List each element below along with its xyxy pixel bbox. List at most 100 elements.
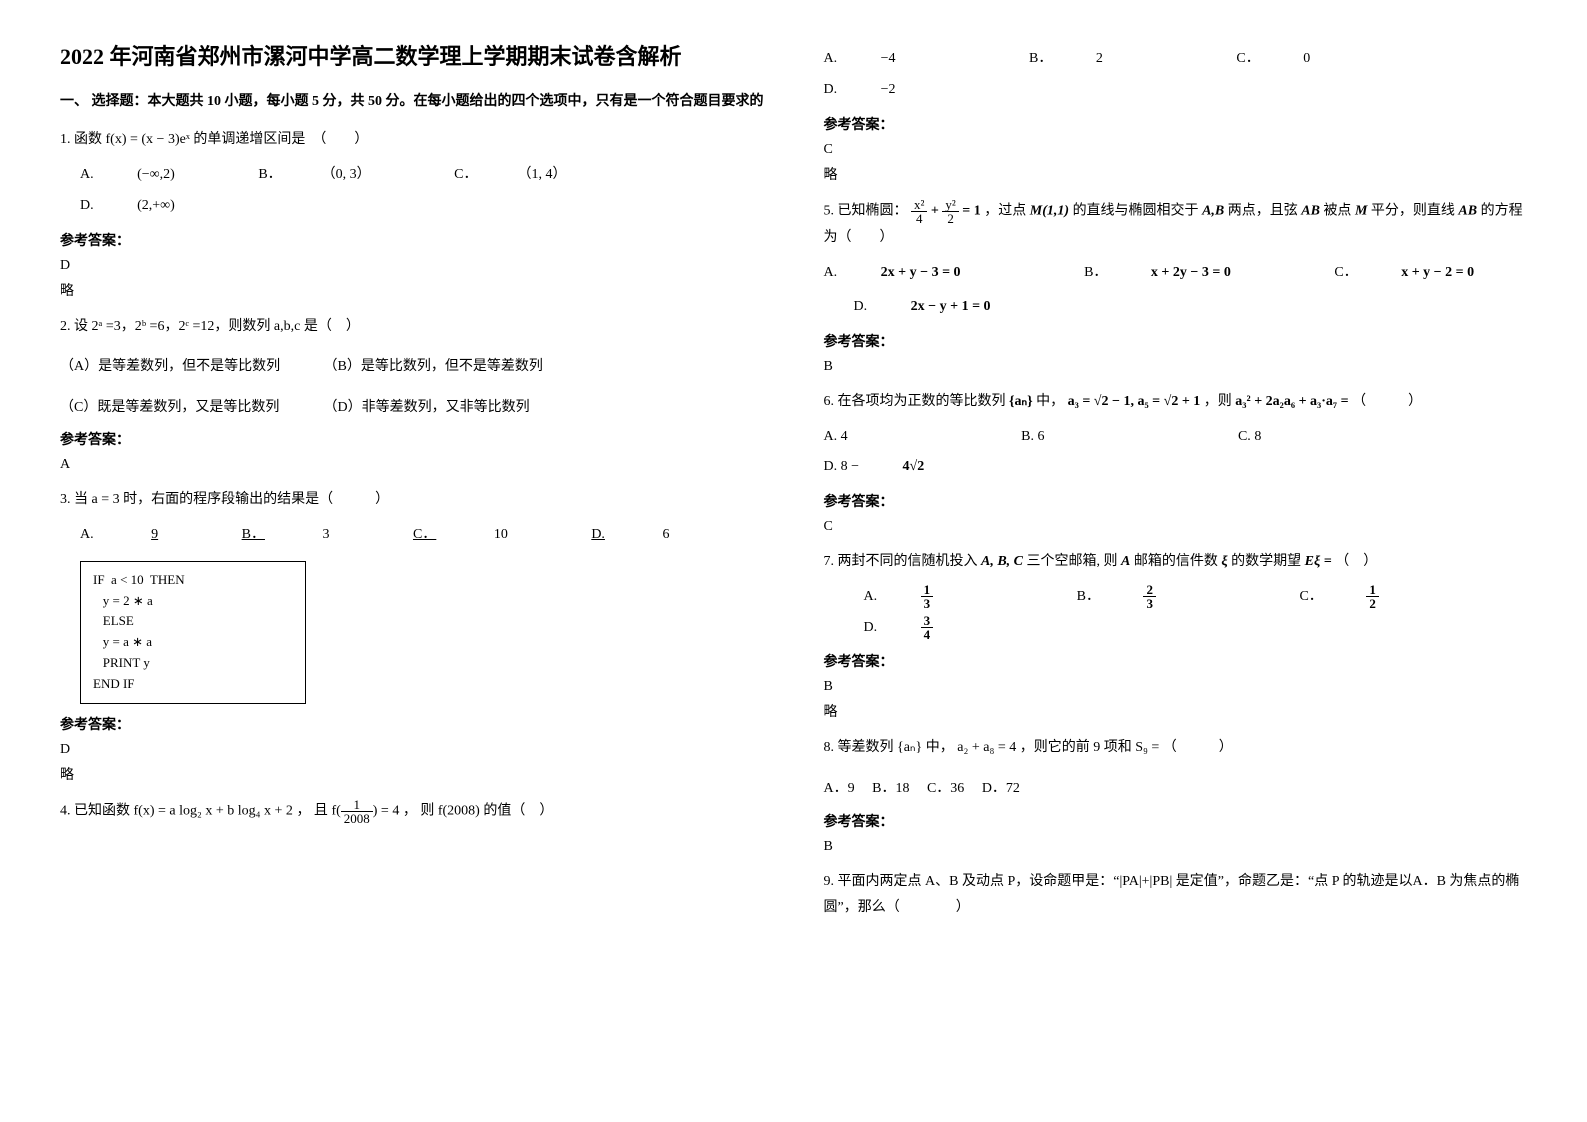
q5-AB-pts: A,B [1202,203,1224,218]
q5-fx: x²4 [911,198,927,225]
q1-optA: (−∞,2) [137,160,175,191]
q8-seq: {aₙ} [897,740,922,755]
q7-post: （ ） [1335,554,1377,569]
q2-optD: （D）非等差数列，又非等比数列 [324,400,530,415]
q5-xn: x² [911,198,927,212]
q4-pre: 4. 已知函数 [60,803,134,818]
q3-options: A. 9 B． 3 C． 10 D. 6 [80,520,764,551]
q6-ans-label: 参考答案： [824,491,1528,511]
q7-note: 略 [824,701,1528,721]
q2-optB: （B）是等比数列，但不是等差数列 [324,359,543,374]
q3-math: a = 3 [92,492,120,507]
q3-codebox: IF a < 10 THEN y = 2 ∗ a ELSE y = a ∗ a … [80,561,306,704]
opt-label-d: D. [854,292,868,323]
q7-fD: 34 [921,614,934,641]
question-9: 9. 平面内两定点 A、B 及动点 P，设命题甲是：“|PA|+|PB| 是定值… [824,869,1528,922]
q8-pre: 8. 等差数列 [824,740,898,755]
opt-label-a: A. [864,582,878,613]
q3-ans: D [60,742,764,758]
q3-note: 略 [60,764,764,784]
question-3: 3. 当 a = 3 时，右面的程序段输出的结果是（ ） [60,487,764,514]
question-5: 5. 已知椭圆： x²4 + y²2 = 1 ，过点 M(1,1) 的直线与椭圆… [824,198,1528,252]
q7-fC-d: 2 [1366,597,1379,610]
q6-mid1: 中， [1036,394,1068,409]
q8-post: （ ） [1163,740,1233,755]
q5-AB: AB [1301,203,1320,218]
q4-f: f(x) = a log₂ x + b log₄ x + 2 [134,803,293,818]
q6-ans: C [824,519,1528,535]
opt-label-b: B． [1029,44,1052,75]
q7-A: A [1121,554,1130,569]
q7-Exi: Eξ = [1305,554,1332,569]
q1-options: A. (−∞,2) B．（0, 3） C．（1, 4） D. (2,+∞) [80,160,764,222]
q5-xd: 4 [911,212,927,225]
q5-post: 平分，则直线 [1371,203,1459,218]
question-2: 2. 设 2ᵃ =3，2ᵇ =6，2ᶜ =12，则数列 a,b,c 是（ ） [60,314,764,341]
q1-stem-post: 的单调递增区间是 （ ） [193,132,368,147]
q5-mid4: 被点 [1323,203,1355,218]
q2-optA: （A）是等差数列，但不是等比数列 [60,354,320,381]
page-title: 2022 年河南省郑州市漯河中学高二数学理上学期期末试卷含解析 [60,40,764,73]
q4-ans: C [824,142,1528,158]
q4-cond-lhs: f( [331,803,340,818]
q6-a3: a₃ = √2 − 1, a₅ = √2 + 1 [1068,394,1201,409]
opt-label-a: A. [824,258,838,289]
opt-label-c: C． [1334,258,1357,289]
q3-ans-label: 参考答案： [60,714,764,734]
q4-frac-d: 2008 [341,812,373,825]
q8-S9: S₉ = [1135,740,1159,755]
q8-optC: C．36 [927,781,964,796]
q5-yd: 2 [942,212,958,225]
q7-fB-d: 3 [1143,597,1156,610]
q7-ans: B [824,679,1528,695]
q7-fB-n: 2 [1143,583,1156,597]
q1-math: f(x) = (x − 3)eˣ [106,132,190,147]
q5-mid2: 的直线与椭圆相交于 [1073,203,1203,218]
q1-ans: D [60,258,764,274]
q5-fy: y²2 [942,198,958,225]
q8-ans: B [824,839,1528,855]
q3-optD: 6 [662,520,669,551]
q6-pre: 6. 在各项均为正数的等比数列 [824,394,1010,409]
q3-optA: 9 [151,520,158,551]
q8-optD: D．72 [982,781,1020,796]
q6-optD-pre: 8 − [841,452,859,483]
q8-optA: A．9 [824,781,855,796]
opt-label-d: D. [591,520,605,551]
q7-options: A. 13 B． 23 C． 12 D. 34 [864,582,1528,644]
opt-label-a: A. [80,520,94,551]
q4-optC: 0 [1303,44,1310,75]
opt-label-d: D. [824,75,838,106]
q7-fB: 23 [1143,583,1156,610]
opt-label-b: B． [1084,258,1107,289]
q2-row1: （A）是等差数列，但不是等比数列 （B）是等比数列，但不是等差数列 [60,354,764,381]
q5-ans: B [824,359,1528,375]
q6-seq: {aₙ} [1009,394,1033,409]
opt-label-b: B． [242,520,265,551]
q6-mid2: ，则 [1204,394,1236,409]
q5-yn: y² [942,198,958,212]
q7-fC: 12 [1366,583,1379,610]
q4-post: ， 则 [403,803,438,818]
q2-optC: （C）既是等差数列，又是等比数列 [60,395,320,422]
q4-optA: −4 [881,44,896,75]
q3-stem-pre: 3. 当 [60,492,88,507]
q5-mid1: ，过点 [984,203,1030,218]
opt-label-b: B． [1077,582,1100,613]
q1-optC: （1, 4） [518,160,567,191]
q4-options: A. −4 B． 2 C． 0 D. −2 [824,44,1528,106]
opt-label-b: B． [258,160,281,191]
q5-options-row2: D. 2x − y + 1 = 0 [854,292,1528,323]
q5-optD: 2x − y + 1 = 0 [911,299,991,314]
q7-xi: ξ [1221,554,1227,569]
q6-expr: a₃² + 2a₂a₆ + a₃·a₇ = [1235,394,1348,409]
q7-fA: 13 [921,583,934,610]
question-1: 1. 函数 f(x) = (x − 3)eˣ 的单调递增区间是 （ ） [60,127,764,154]
opt-label-c: C． [454,160,477,191]
question-8: 8. 等差数列 {aₙ} 中， a₂ + a₈ = 4 ，则它的前 9 项和 S… [824,735,1528,762]
q5-M2: M [1355,203,1367,218]
q3-stem-post: 时，右面的程序段输出的结果是（ ） [123,492,389,507]
q2-row2: （C）既是等差数列，又是等比数列 （D）非等差数列，又非等比数列 [60,395,764,422]
opt-label-c: C． [1299,582,1322,613]
opt-label-d: D. [80,191,94,222]
